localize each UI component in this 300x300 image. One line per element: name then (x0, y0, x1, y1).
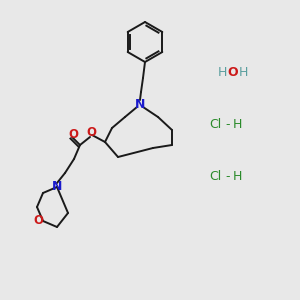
Text: Cl: Cl (209, 118, 221, 131)
Text: O: O (228, 65, 238, 79)
Text: O: O (68, 128, 78, 142)
Text: H: H (232, 170, 242, 184)
Text: H: H (217, 65, 227, 79)
Text: O: O (86, 127, 96, 140)
Text: H: H (232, 118, 242, 131)
Text: H: H (238, 65, 248, 79)
Text: O: O (33, 214, 43, 227)
Text: -: - (226, 118, 230, 131)
Text: -: - (226, 170, 230, 184)
Text: Cl: Cl (209, 170, 221, 184)
Text: N: N (52, 181, 62, 194)
Text: N: N (135, 98, 145, 110)
